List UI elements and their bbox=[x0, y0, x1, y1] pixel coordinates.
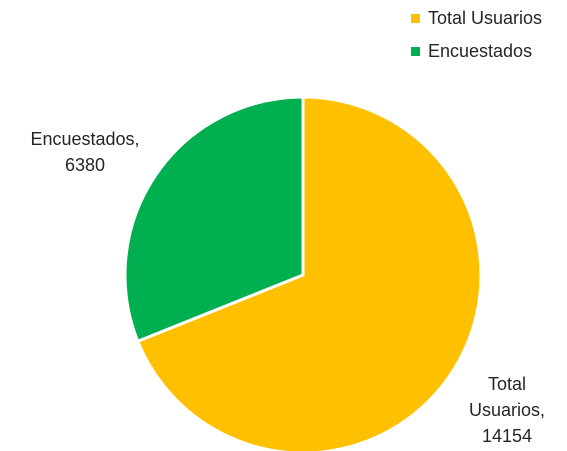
pie-slice-encuestados bbox=[123, 95, 305, 343]
data-label-total-usuarios-line-2: Usuarios, bbox=[468, 400, 546, 420]
data-label-total-usuarios-line-1: Total bbox=[487, 374, 527, 394]
legend-swatch-total-usuarios bbox=[411, 14, 420, 23]
legend-label-encuestados: Encuestados bbox=[428, 41, 533, 61]
legend-label-total-usuarios: Total Usuarios bbox=[428, 8, 543, 28]
data-label-encuestados: Encuestados, 6380 bbox=[5, 126, 165, 178]
legend-swatch-encuestados bbox=[411, 47, 420, 56]
data-label-total-usuarios: Total Usuarios, 14154 bbox=[452, 371, 562, 449]
pie-slice-total-usuarios bbox=[136, 95, 483, 451]
data-label-encuestados-line-2: 6380 bbox=[64, 155, 106, 175]
legend-item-encuestados: Encuestados bbox=[411, 41, 532, 62]
data-label-total-usuarios-line-3: 14154 bbox=[481, 426, 533, 446]
data-label-encuestados-line-1: Encuestados, bbox=[30, 129, 140, 149]
legend-item-total-usuarios: Total Usuarios bbox=[411, 8, 542, 29]
